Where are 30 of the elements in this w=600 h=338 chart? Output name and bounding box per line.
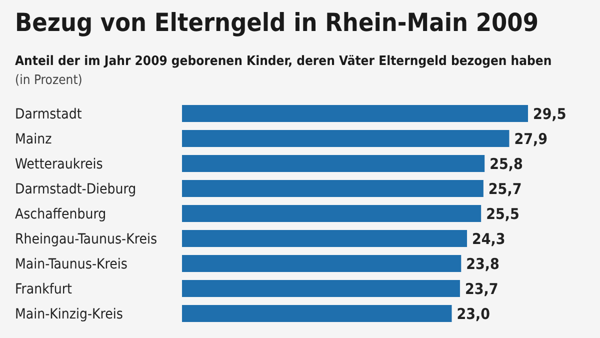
y-tick-label: Darmstadt-Dieburg [15, 182, 136, 198]
y-tick-label: Rheingau-Taunus-Kreis [15, 232, 158, 248]
bar [182, 280, 460, 297]
bar [182, 180, 484, 197]
y-tick-label: Main-Taunus-Kreis [15, 256, 128, 272]
data-label: 23,7 [464, 280, 498, 298]
data-label: 27,9 [514, 130, 548, 148]
chart-title: Bezug von Elterngeld in Rhein-Main 2009 [15, 8, 538, 37]
data-label: 29,5 [533, 104, 566, 123]
y-tick-label: Mainz [15, 132, 52, 148]
bar [182, 255, 462, 272]
bar [182, 205, 482, 222]
y-tick-label: Darmstadt [15, 106, 82, 122]
data-label: 25,8 [490, 154, 523, 173]
data-label: 24,3 [472, 230, 506, 248]
bar [182, 305, 452, 322]
y-tick-label: Aschaffenburg [15, 206, 106, 222]
bar [182, 155, 485, 172]
data-label: 23,8 [466, 254, 500, 273]
bar [182, 130, 510, 147]
bar [182, 230, 468, 247]
text: (in Prozent) [15, 73, 82, 88]
y-tick-label: Wetteraukreis [15, 156, 103, 172]
y-tick-label: Main-Kinzig-Kreis [15, 306, 123, 322]
bar [182, 105, 528, 122]
data-label: 25,7 [488, 180, 522, 198]
y-tick-label: Frankfurt [15, 282, 72, 298]
chart-subtitle: Anteil der im Jahr 2009 geborenen Kinder, deren Väter Elterngeld bezogen haben [15, 54, 552, 69]
data-label: 23,0 [456, 304, 490, 323]
data-label: 25,5 [486, 204, 520, 223]
